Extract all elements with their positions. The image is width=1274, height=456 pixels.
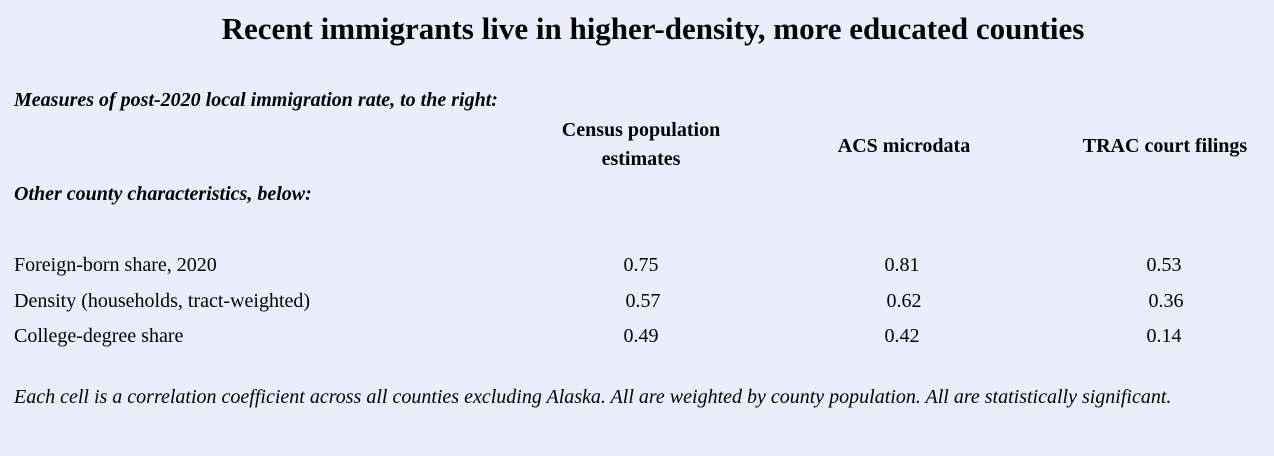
column-header-acs: ACS microdata <box>837 135 971 157</box>
table-cell: 0.62 <box>886 290 922 312</box>
table-cell: 0.36 <box>1148 290 1184 312</box>
table-cell: 0.49 <box>623 325 659 347</box>
table-cell: 0.42 <box>884 325 920 347</box>
table-cell: 0.57 <box>625 290 661 312</box>
header-immigration-measures: Measures of post-2020 local immigration … <box>14 89 498 111</box>
row-label-foreign-born: Foreign-born share, 2020 <box>14 254 217 276</box>
chart-title: Recent immigrants live in higher-density… <box>221 11 1085 46</box>
table-cell: 0.81 <box>884 254 920 276</box>
column-header-trac: TRAC court filings <box>1082 135 1248 157</box>
column-header-census: Census population estimates <box>561 119 721 170</box>
row-label-college: College-degree share <box>14 325 184 347</box>
footnote: Each cell is a correlation coefficient a… <box>14 386 1172 408</box>
row-label-density: Density (households, tract-weighted) <box>14 290 311 312</box>
header-county-characteristics: Other county characteristics, below: <box>14 183 312 205</box>
table-cell: 0.14 <box>1146 325 1182 347</box>
table-cell: 0.75 <box>623 254 659 276</box>
table-cell: 0.53 <box>1146 254 1182 276</box>
